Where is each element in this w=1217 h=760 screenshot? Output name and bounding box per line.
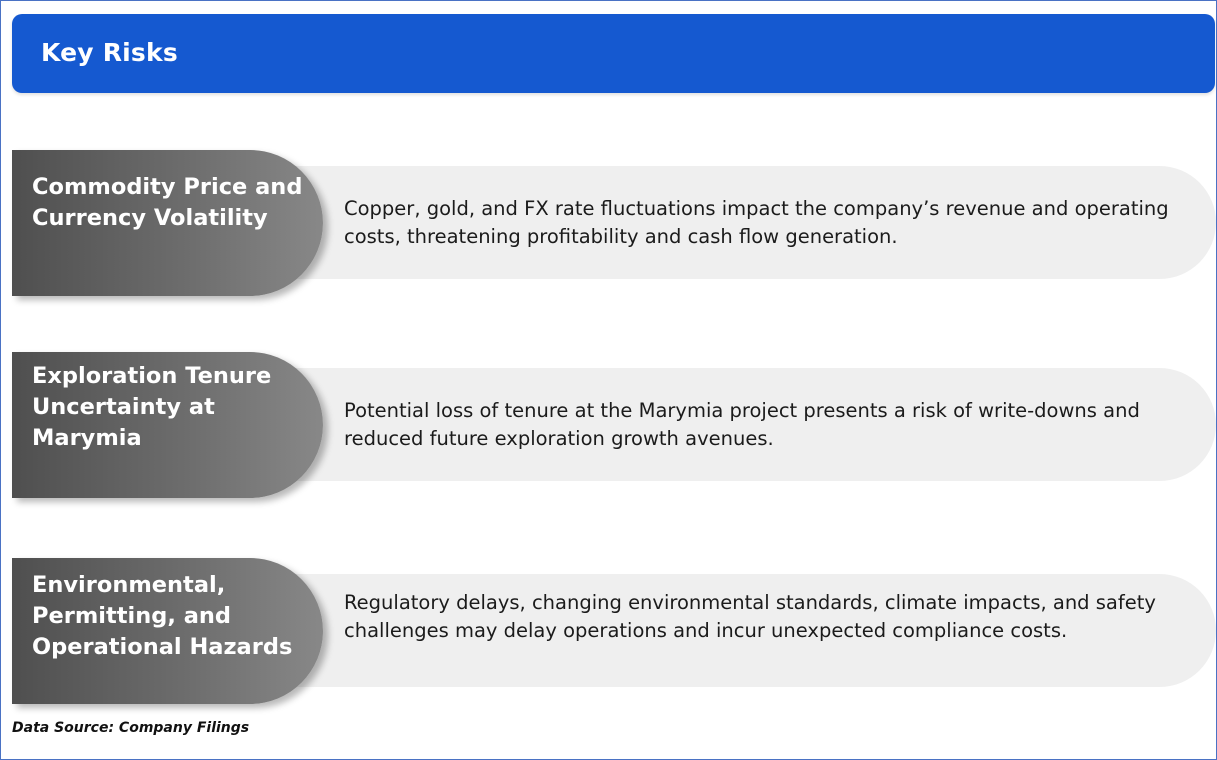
risk-title: Environmental, Permitting, and Operation… [32, 572, 293, 660]
risk-title: Commodity Price and Currency Volatility [32, 174, 303, 231]
risk-description: Regulatory delays, changing environmenta… [344, 591, 1156, 642]
risk-item-environmental: Regulatory delays, changing environmenta… [12, 558, 1216, 705]
risk-description-panel [242, 368, 1216, 481]
risk-item-exploration: Potential loss of tenure at the Marymia … [12, 352, 1216, 499]
header-banner: Key Risks [12, 14, 1215, 93]
risk-title-tab: Environmental, Permitting, and Operation… [12, 558, 323, 704]
risk-description: Copper, gold, and FX rate fluctuations i… [344, 197, 1169, 248]
risk-description: Potential loss of tenure at the Marymia … [344, 399, 1140, 450]
page-title: Key Risks [41, 38, 178, 67]
risk-title: Exploration Tenure Uncertainty at Marymi… [32, 363, 272, 451]
risk-description-panel [242, 166, 1216, 279]
risk-title-tab: Exploration Tenure Uncertainty at Marymi… [12, 352, 323, 498]
risk-description-panel [242, 574, 1216, 687]
risk-item-commodity: Copper, gold, and FX rate fluctuations i… [12, 150, 1216, 297]
risk-title-tab: Commodity Price and Currency Volatility [12, 150, 323, 296]
data-source-note: Data Source: Company Filings [12, 720, 250, 736]
